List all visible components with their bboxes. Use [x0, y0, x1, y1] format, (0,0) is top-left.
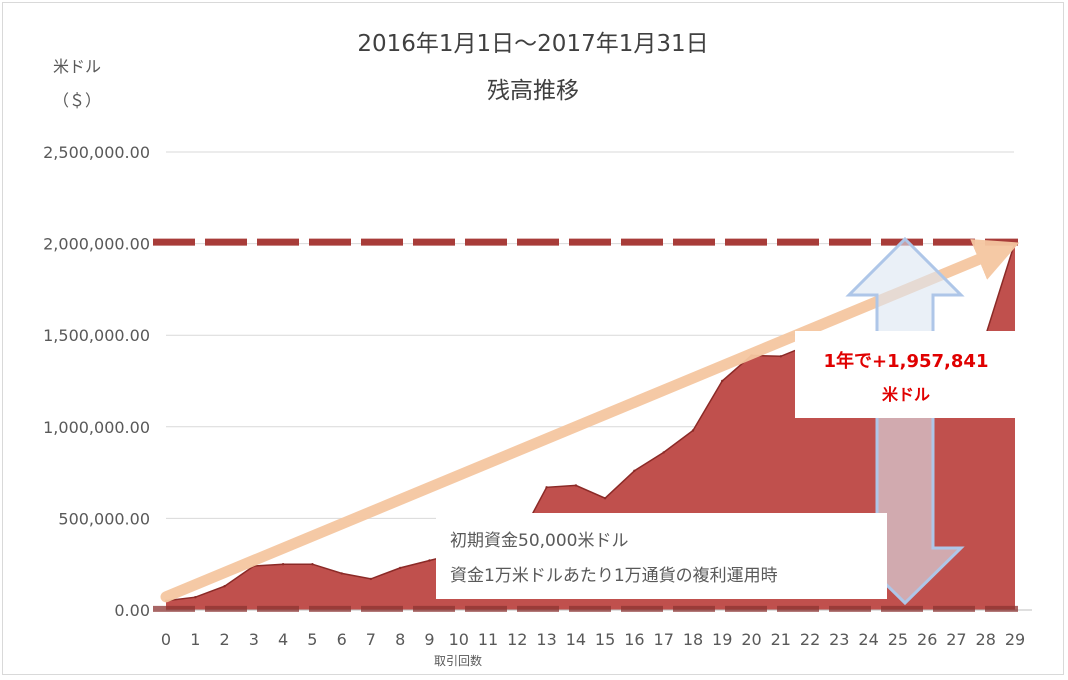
x-tick-label: 20 [741, 630, 761, 649]
data-point [311, 563, 314, 566]
x-tick-label: 9 [424, 630, 434, 649]
note-annotation-box [436, 513, 887, 599]
x-tick-label: 2 [220, 630, 230, 649]
x-tick-label: 25 [888, 630, 908, 649]
gain-double-arrow [845, 236, 965, 606]
data-point [545, 486, 548, 489]
gain-annotation-unit: 米ドル [882, 385, 930, 404]
y-tick-label: 1,500,000.00 [43, 326, 150, 345]
x-tick-label: 7 [366, 630, 376, 649]
x-tick-label: 4 [278, 630, 288, 649]
x-tick-label: 24 [858, 630, 878, 649]
y-tick-label: 1,000,000.00 [43, 418, 150, 437]
data-point [281, 563, 285, 566]
x-tick-label: 22 [800, 630, 820, 649]
x-tick-label: 11 [478, 630, 498, 649]
x-tick-label: 26 [917, 630, 937, 649]
x-tick-label: 15 [595, 630, 615, 649]
x-tick-label: 5 [307, 630, 317, 649]
x-tick-label: 12 [507, 630, 527, 649]
data-point [194, 596, 197, 599]
data-point [369, 577, 373, 581]
chart-subtitle: 残高推移 [487, 78, 579, 104]
x-tick-label: 8 [395, 630, 405, 649]
y-axis-unit: 米ドル [53, 57, 101, 76]
x-tick-label: 0 [161, 630, 171, 649]
trend-arrow [160, 239, 1020, 603]
y-tick-label: 500,000.00 [58, 509, 150, 528]
data-point [662, 451, 665, 454]
x-tick-label: 23 [829, 630, 849, 649]
data-point [399, 566, 402, 570]
x-tick-label: 16 [624, 630, 644, 649]
x-tick-label: 10 [449, 630, 469, 649]
chart-title: 2016年1月1日～2017年1月31日 [357, 31, 708, 57]
x-tick-label: 14 [566, 630, 586, 649]
gain-annotation-box [795, 331, 1017, 418]
data-point [574, 484, 578, 487]
y-tick-label: 2,000,000.00 [43, 235, 150, 254]
x-tick-label: 6 [337, 630, 347, 649]
data-point [691, 429, 695, 432]
x-tick-label: 13 [536, 630, 556, 649]
data-point [428, 559, 431, 562]
x-tick-label: 1 [190, 630, 200, 649]
x-tick-label: 3 [249, 630, 259, 649]
x-axis-ticks: 0 1 2 3 4 5 6 7 8 9 10 11 12 13 14 15 16 17 18 19 20 21 22 23 24… [161, 630, 1025, 649]
x-tick-label: 17 [654, 630, 674, 649]
x-tick-label: 29 [1005, 630, 1025, 649]
y-tick-label: 0.00 [114, 601, 150, 620]
balance-chart: 2016年1月1日～2017年1月31日 残高推移 米ドル （＄） 0.0050… [43, 31, 1032, 668]
y-tick-label: 2,500,000.00 [43, 143, 150, 162]
data-point [340, 572, 343, 575]
y-axis-unit-symbol: （＄） [53, 91, 101, 110]
x-tick-label: 28 [976, 630, 996, 649]
x-axis-title: 取引回数 [434, 653, 482, 668]
data-point [223, 585, 226, 588]
x-tick-label: 19 [712, 630, 732, 649]
x-tick-label: 18 [683, 630, 703, 649]
note-initial-capital: 初期資金50,000米ドル [450, 531, 628, 551]
y-axis-ticks: 0.00 500,000.00 1,000,000.00 1,500,000.00 2,… [43, 143, 150, 620]
data-point [721, 379, 724, 383]
data-point [603, 497, 607, 500]
data-point [779, 355, 782, 358]
data-point [633, 469, 636, 472]
gain-annotation-amount: 1年で+1,957,841 [824, 350, 989, 372]
note-compound-condition: 資金1万米ドルあたり1万通貨の複利運用時 [450, 566, 778, 586]
x-tick-label: 21 [771, 630, 791, 649]
x-tick-label: 27 [946, 630, 966, 649]
